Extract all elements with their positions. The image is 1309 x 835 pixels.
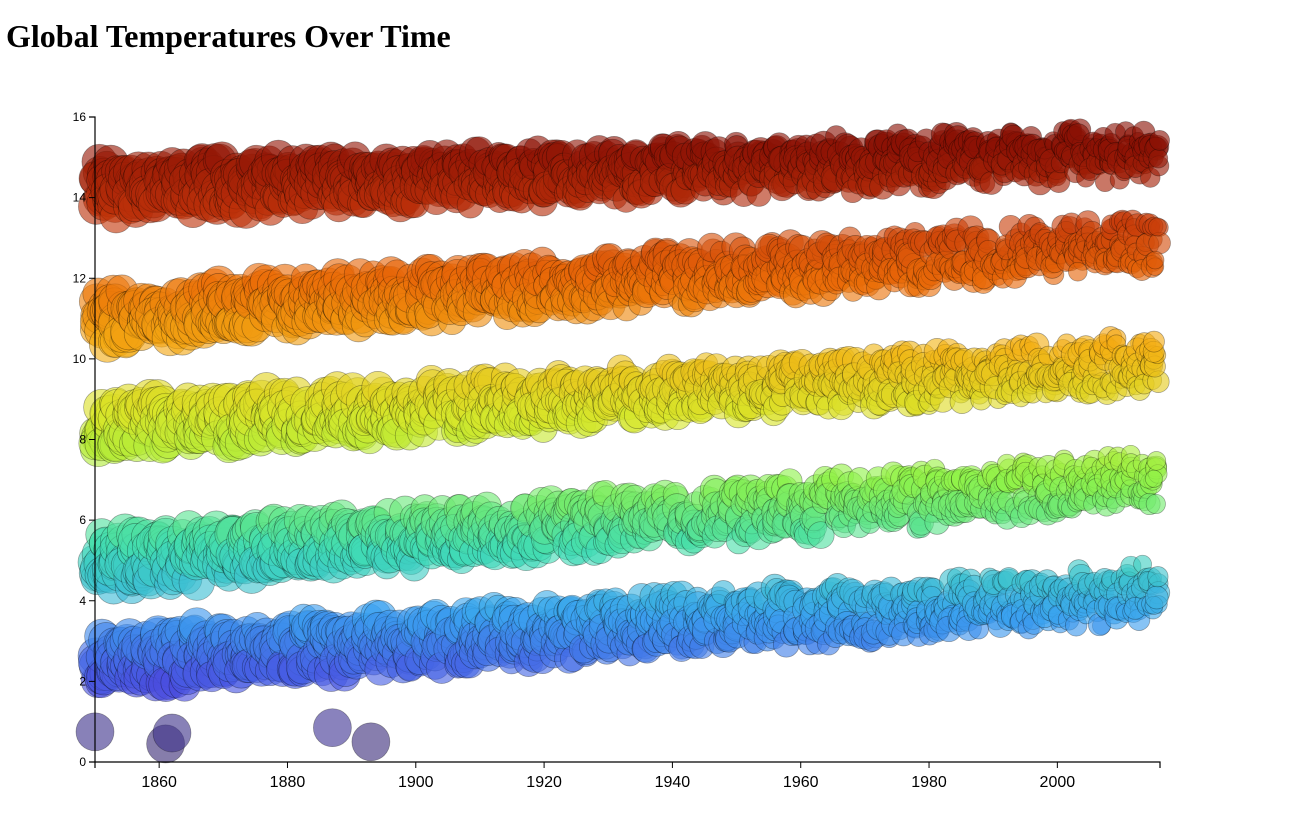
page-title: Global Temperatures Over Time — [6, 18, 451, 54]
data-point — [1148, 217, 1167, 237]
data-point — [1144, 585, 1169, 610]
data-point — [152, 713, 192, 753]
data-point — [313, 708, 352, 748]
x-axis-line — [94, 761, 1161, 768]
data-point — [1146, 451, 1167, 471]
data-point — [1145, 493, 1166, 515]
data-point — [1149, 130, 1170, 151]
data-point — [1068, 261, 1088, 282]
y-tick-label: 4 — [79, 594, 86, 608]
data-point — [1147, 566, 1169, 588]
data-point — [1144, 469, 1163, 488]
y-tick-label: 2 — [79, 674, 86, 688]
data-point — [351, 722, 391, 762]
y-tick-label: 0 — [79, 755, 86, 769]
data-point — [1145, 250, 1165, 270]
y-tick-label: 6 — [79, 513, 86, 527]
data-point — [1143, 330, 1165, 353]
data-point — [1148, 148, 1169, 169]
points-layer — [75, 118, 1171, 764]
